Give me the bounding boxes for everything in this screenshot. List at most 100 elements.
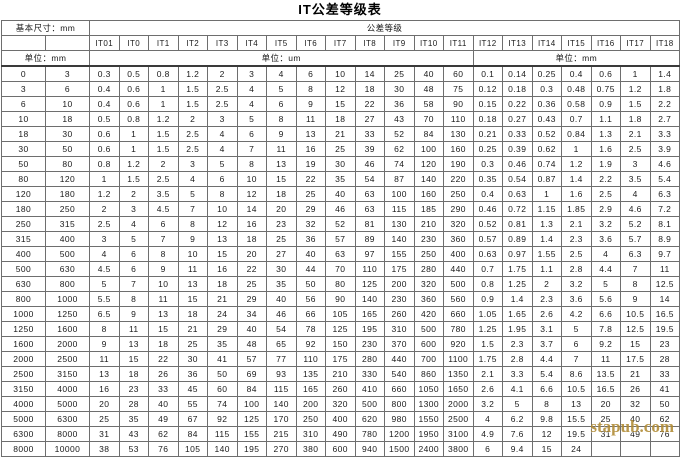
- tolerance-cell: 6: [295, 65, 326, 82]
- header-group-row: 基本尺寸：mm 公差等级: [1, 20, 680, 36]
- tolerance-cell: 2.5: [177, 126, 208, 142]
- tolerance-cell: 800: [384, 396, 415, 412]
- size-from-cell: 10: [1, 111, 46, 127]
- tolerance-cell: 0.9: [472, 291, 503, 307]
- table-row: 2500 3150 13 18 26 36 50 69 93 135 210 330 540 860 135…: [1, 366, 680, 382]
- tolerance-cell: 660: [384, 381, 415, 397]
- tolerance-cell: 76: [649, 426, 680, 442]
- tolerance-cell: 1.05: [472, 306, 503, 322]
- tolerance-cell: 54: [354, 171, 385, 187]
- size-from-cell: 250: [1, 216, 46, 232]
- tolerance-cell: 280: [354, 351, 385, 367]
- tolerance-cell: 32: [295, 216, 326, 232]
- grade-header-it14: IT14: [531, 35, 562, 51]
- tolerance-cell: 0.5: [89, 111, 120, 127]
- tolerance-cell: 3.6: [590, 231, 621, 247]
- tolerance-cell: 11: [649, 261, 680, 277]
- size-to-cell: 3: [45, 65, 90, 82]
- tolerance-cell: 0.52: [531, 126, 562, 142]
- tolerance-cell: 2.3: [531, 291, 562, 307]
- table-row: 18 30 0.6 1 1.5 2.5 4 6 9 13 21 33 52 84 130 0.21 0.33 0.…: [1, 126, 680, 142]
- tolerance-cell: 0.4: [472, 186, 503, 202]
- grade-header-it9: IT9: [384, 35, 415, 51]
- tolerance-cell: 1: [118, 141, 149, 157]
- tolerance-cell: 920: [443, 336, 474, 352]
- tolerance-cell: 7.8: [590, 321, 621, 337]
- tolerance-cell: 12.5: [620, 321, 651, 337]
- tolerance-cell: 5: [207, 156, 238, 172]
- tolerance-cell: 18: [118, 366, 149, 382]
- tolerance-cell: 4: [472, 411, 503, 427]
- tolerance-cell: 1: [118, 126, 149, 142]
- tolerance-cell: 28: [649, 351, 680, 367]
- table-row: 3150 4000 16 23 33 45 60 84 115 165 260 410 660 1050 1…: [1, 381, 680, 397]
- tolerance-cell: 8.1: [649, 216, 680, 232]
- tolerance-cell: 6: [266, 96, 297, 112]
- size-from-cell: 400: [1, 246, 46, 262]
- table-row: 30 50 0.6 1 1.5 2.5 4 7 11 16 25 39 62 100 160 0.25 0.39…: [1, 141, 680, 157]
- tolerance-cell: 1.15: [531, 201, 562, 217]
- tolerance-cell: 3.3: [502, 366, 533, 382]
- tolerance-cell: 0.6: [118, 81, 149, 97]
- tolerance-cell: 6.6: [590, 306, 621, 322]
- tolerance-cell: 2: [118, 186, 149, 202]
- grade-header-it3: IT3: [207, 35, 238, 51]
- tolerance-cell: 2.3: [502, 336, 533, 352]
- tolerance-cell: 0.33: [502, 126, 533, 142]
- tolerance-cell: 1.75: [502, 261, 533, 277]
- tolerance-cell: 1.3: [531, 216, 562, 232]
- tolerance-cell: 6: [118, 261, 149, 277]
- tolerance-cell: 1.2: [177, 65, 208, 82]
- tolerance-cell: 0.58: [561, 96, 592, 112]
- size-from-cell: 2000: [1, 351, 46, 367]
- tolerance-cell: 0.75: [590, 81, 621, 97]
- tolerance-cell: 2.6: [531, 306, 562, 322]
- tolerance-cell: 2.9: [590, 201, 621, 217]
- size-to-cell: 8000: [45, 426, 90, 442]
- size-from-cell: 18: [1, 126, 46, 142]
- tolerance-cell: 3.3: [649, 126, 680, 142]
- tolerance-cell: 100: [413, 141, 444, 157]
- tolerance-cell: 270: [266, 441, 297, 457]
- table-row: 500 630 4.5 6 9 11 16 22 30 44 70 110 175 280 440 0.7 1.…: [1, 261, 680, 277]
- tolerance-cell: 52: [384, 126, 415, 142]
- tolerance-cell: 18: [354, 81, 385, 97]
- tolerance-cell: 18: [148, 336, 179, 352]
- tolerance-cell: 6: [118, 246, 149, 262]
- tolerance-cell: 7: [620, 261, 651, 277]
- tolerance-cell: 5.5: [89, 291, 120, 307]
- page-title: IT公差等级表: [298, 2, 382, 17]
- tolerance-cell: 15: [177, 291, 208, 307]
- tolerance-cell: 3.2: [561, 276, 592, 292]
- tolerance-cell: 0.4: [561, 65, 592, 82]
- tolerance-cell: 25: [590, 411, 621, 427]
- tolerance-cell: 0.27: [502, 111, 533, 127]
- tolerance-cell: 46: [325, 201, 356, 217]
- grade-header-it15: IT15: [561, 35, 592, 51]
- tolerance-cell: 2.5: [561, 246, 592, 262]
- tolerance-cell: 11: [266, 141, 297, 157]
- tolerance-cell: 250: [413, 246, 444, 262]
- tolerance-cell: 1.75: [472, 351, 503, 367]
- tolerance-cell: 13: [266, 156, 297, 172]
- tolerance-cell: 0.48: [561, 81, 592, 97]
- tolerance-cell: 110: [443, 111, 474, 127]
- tolerance-cell: 15: [148, 321, 179, 337]
- tolerance-cell: 5: [177, 186, 208, 202]
- tolerance-cell: 16.5: [649, 306, 680, 322]
- tolerance-cell: 41: [207, 351, 238, 367]
- tolerance-cell: 3.5: [620, 171, 651, 187]
- tolerance-cell: 2.3: [561, 231, 592, 247]
- tolerance-cell: 2: [148, 156, 179, 172]
- grade-label-row: IT01 IT0 IT1 IT2 IT3 IT4 IT5 IT6 IT7 IT8 IT9 IT10 IT…: [1, 35, 680, 51]
- tolerance-cell: 60: [443, 65, 474, 82]
- tolerance-cell: 0.8: [89, 156, 120, 172]
- tolerance-cell: 2.2: [649, 96, 680, 112]
- tolerance-cell: 4: [620, 186, 651, 202]
- tolerance-cell: 3: [177, 156, 208, 172]
- tolerance-cell: 92: [207, 411, 238, 427]
- tolerance-cell: 29: [295, 201, 326, 217]
- tolerance-cell: 0.84: [561, 126, 592, 142]
- tolerance-cell: 9: [620, 291, 651, 307]
- size-to-cell: 2000: [45, 336, 90, 352]
